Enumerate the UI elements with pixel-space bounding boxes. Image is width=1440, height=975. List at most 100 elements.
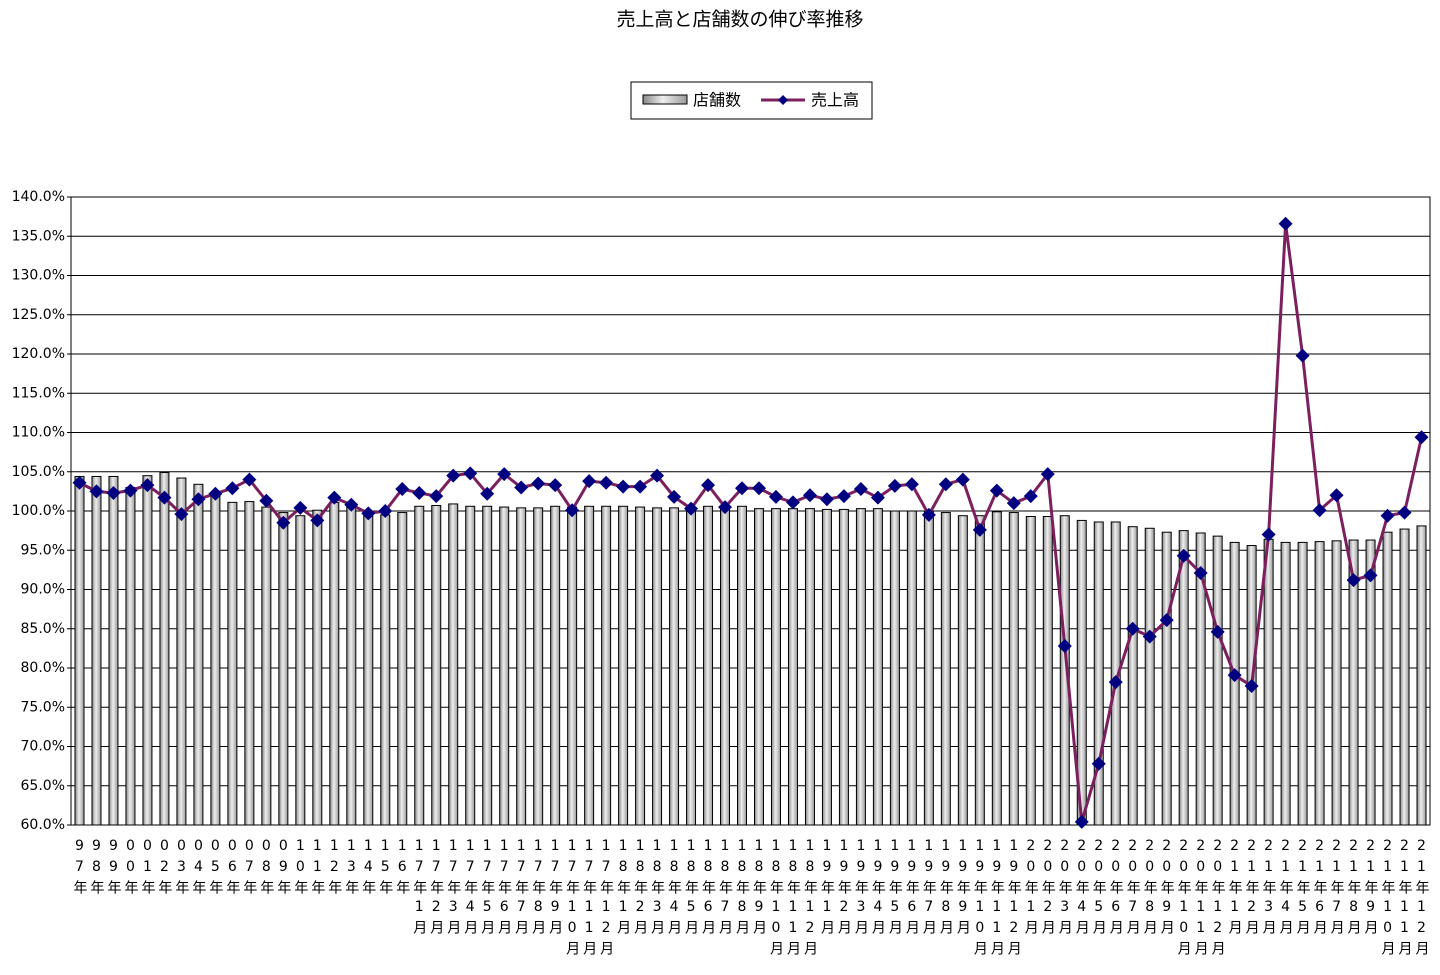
bar xyxy=(957,515,968,826)
marker xyxy=(1278,216,1293,231)
marker xyxy=(412,485,427,500)
bar xyxy=(889,510,900,826)
bar xyxy=(312,509,323,826)
marker xyxy=(344,497,359,512)
x-tick-label: 18年11月 xyxy=(785,838,801,960)
marker xyxy=(446,468,461,483)
marker xyxy=(667,489,682,504)
marker xyxy=(1074,814,1089,829)
marker xyxy=(751,481,766,496)
marker xyxy=(955,472,970,487)
bar xyxy=(295,515,306,826)
marker xyxy=(836,489,851,504)
bar xyxy=(618,505,629,826)
x-tick-label: 07年 xyxy=(241,838,257,899)
bar xyxy=(227,501,238,826)
bar xyxy=(770,508,781,826)
bar xyxy=(1008,512,1019,826)
x-tick-label: 04年 xyxy=(190,838,206,899)
marker xyxy=(1329,488,1344,503)
marker xyxy=(106,485,121,500)
marker xyxy=(1261,527,1276,542)
x-tick-label: 19年11月 xyxy=(989,838,1005,960)
marker xyxy=(123,483,138,498)
marker xyxy=(208,486,223,501)
y-tick-label: 65.0% xyxy=(21,778,65,794)
x-tick-label: 12年 xyxy=(326,838,342,899)
bar xyxy=(482,505,493,826)
bar xyxy=(940,512,951,826)
bar xyxy=(1365,539,1376,826)
marker xyxy=(599,475,614,490)
bar xyxy=(838,508,849,826)
marker xyxy=(1363,568,1378,583)
x-tick-label: 14年 xyxy=(360,838,376,899)
x-tick-label: 17年4月 xyxy=(462,838,478,939)
x-tick-label: 20年2月 xyxy=(1040,838,1056,939)
marker xyxy=(1125,621,1140,636)
marker xyxy=(72,475,87,490)
marker xyxy=(225,481,240,496)
x-tick-label: 17年6月 xyxy=(496,838,512,939)
bar xyxy=(465,505,476,826)
bar xyxy=(1178,530,1189,826)
y-tick-label: 140.0% xyxy=(12,189,65,205)
bar xyxy=(1059,515,1070,826)
x-tick-label: 17年10月 xyxy=(564,838,580,960)
marker xyxy=(327,490,342,505)
bar xyxy=(601,505,612,826)
marker xyxy=(140,478,155,493)
bar xyxy=(652,507,663,826)
y-tick-label: 75.0% xyxy=(21,699,65,715)
bar xyxy=(584,505,595,826)
y-tick-label: 110.0% xyxy=(12,425,65,441)
x-tick-label: 18年4月 xyxy=(666,838,682,939)
bar xyxy=(533,507,544,826)
bar xyxy=(906,510,917,826)
bar xyxy=(855,508,866,826)
marker xyxy=(174,507,189,522)
bar xyxy=(397,512,408,826)
marker xyxy=(650,468,665,483)
marker xyxy=(242,472,257,487)
bar xyxy=(414,505,425,826)
bar xyxy=(686,508,697,826)
x-tick-label: 21年4月 xyxy=(1278,838,1294,939)
marker xyxy=(1176,548,1191,563)
x-tick-label: 15年 xyxy=(377,838,393,899)
marker xyxy=(1227,668,1242,683)
x-tick-label: 19年2月 xyxy=(836,838,852,939)
marker xyxy=(989,483,1004,498)
bar xyxy=(1416,525,1427,826)
marker xyxy=(1023,489,1038,504)
x-tick-label: 18年12月 xyxy=(802,838,818,960)
marker xyxy=(684,501,699,516)
y-tick-label: 115.0% xyxy=(12,385,65,401)
x-tick-label: 19年6月 xyxy=(904,838,920,939)
x-tick-label: 20年7月 xyxy=(1125,838,1141,939)
marker xyxy=(89,484,104,499)
marker xyxy=(480,486,495,501)
x-tick-label: 20年6月 xyxy=(1108,838,1124,939)
bar xyxy=(448,503,459,826)
marker xyxy=(395,482,410,497)
x-tick-label: 19年7月 xyxy=(921,838,937,939)
marker xyxy=(276,515,291,530)
x-tick-label: 19年4月 xyxy=(870,838,886,939)
marker xyxy=(701,478,716,493)
bar xyxy=(176,477,187,826)
marker xyxy=(616,479,631,494)
bar xyxy=(499,506,510,826)
x-tick-label: 20年8月 xyxy=(1142,838,1158,939)
bar xyxy=(923,511,934,826)
marker xyxy=(802,488,817,503)
marker xyxy=(582,474,597,489)
x-tick-label: 17年7月 xyxy=(513,838,529,939)
bar xyxy=(210,494,221,826)
x-tick-label: 20年4月 xyxy=(1074,838,1090,939)
x-tick-label: 21年9月 xyxy=(1363,838,1379,939)
x-tick-label: 09年 xyxy=(275,838,291,899)
x-tick-label: 21年12月 xyxy=(1414,838,1430,960)
marker xyxy=(1142,629,1157,644)
